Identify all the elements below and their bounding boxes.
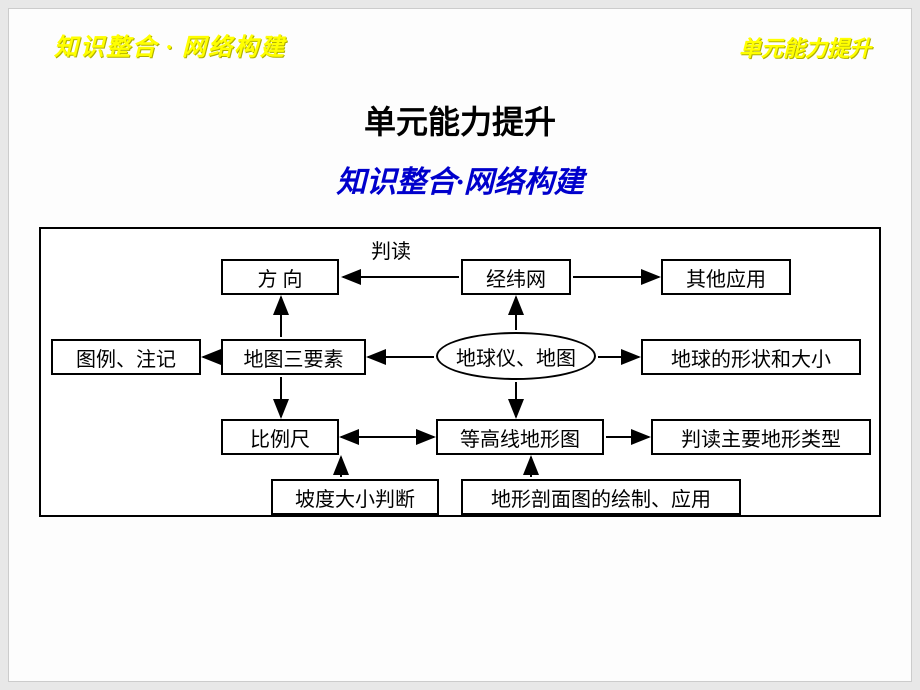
diagram-container: 方 向 经纬网 其他应用 图例、注记 地图三要素 地球仪、地图 地球的形状和大小… [39,227,881,517]
node-pandu: 判读主要地形类型 [651,419,871,455]
node-podu: 坡度大小判断 [271,479,439,515]
node-tuli: 图例、注记 [51,339,201,375]
title-main: 单元能力提升 [9,97,911,143]
header-left: 知识整合 · 网络构建 [54,27,286,62]
node-xingzhuang: 地球的形状和大小 [641,339,861,375]
header-right: 单元能力提升 [739,31,871,63]
node-qitayingyong: 其他应用 [661,259,791,295]
node-diqiuyi: 地球仪、地图 [436,332,596,380]
node-dixingpoumian: 地形剖面图的绘制、应用 [461,479,741,515]
node-jingweiwang: 经纬网 [461,259,571,295]
node-bilichi: 比例尺 [221,419,339,455]
node-fangxiang: 方 向 [221,259,339,295]
node-denggaoxian: 等高线地形图 [436,419,604,455]
title-sub: 知识整合·网络构建 [9,157,911,201]
edge-label-pandu: 判读 [371,235,411,264]
slide: 知识整合 · 网络构建 单元能力提升 单元能力提升 知识整合·网络构建 方 向 … [8,8,912,682]
diagram: 方 向 经纬网 其他应用 图例、注记 地图三要素 地球仪、地图 地球的形状和大小… [41,229,879,515]
node-ditusanyaosu: 地图三要素 [221,339,366,375]
